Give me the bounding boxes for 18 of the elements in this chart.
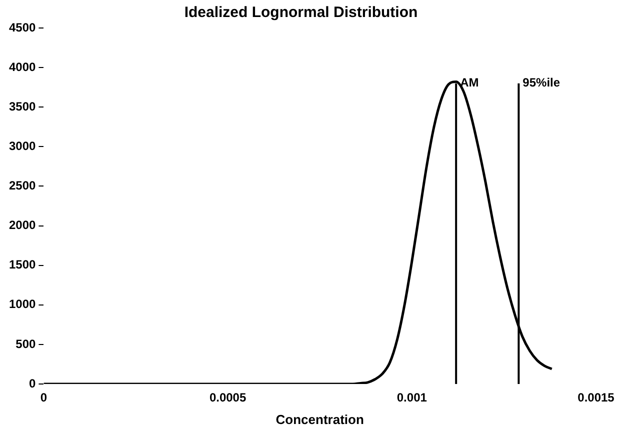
y-tick-label: 1500 [8, 258, 36, 272]
y-tick-label: 0 [29, 376, 36, 390]
y-tick-label: 3500 [8, 99, 36, 114]
x-tick-label: 0.001 [396, 390, 428, 405]
y-tick-label: 4000 [8, 60, 36, 74]
chart-title: Idealized Lognormal Distribution [184, 4, 418, 22]
y-tick-label: 500 [16, 336, 36, 351]
y-tick-label: 2500 [8, 178, 36, 193]
y-tick-label: 3000 [8, 138, 36, 153]
y-tick-label: 1000 [8, 297, 36, 312]
x-tick-label: 0.0015 [578, 390, 615, 405]
ref-line-label: AM [460, 76, 479, 90]
x-axis-title: Concentration [276, 412, 364, 427]
x-tick-label: 0.0005 [209, 390, 246, 405]
y-tick-label: 4500 [8, 20, 36, 34]
x-tick-label: 0 [40, 390, 48, 405]
y-tick-label: 2000 [8, 218, 36, 232]
ref-line-label: 95%ile [522, 76, 560, 90]
